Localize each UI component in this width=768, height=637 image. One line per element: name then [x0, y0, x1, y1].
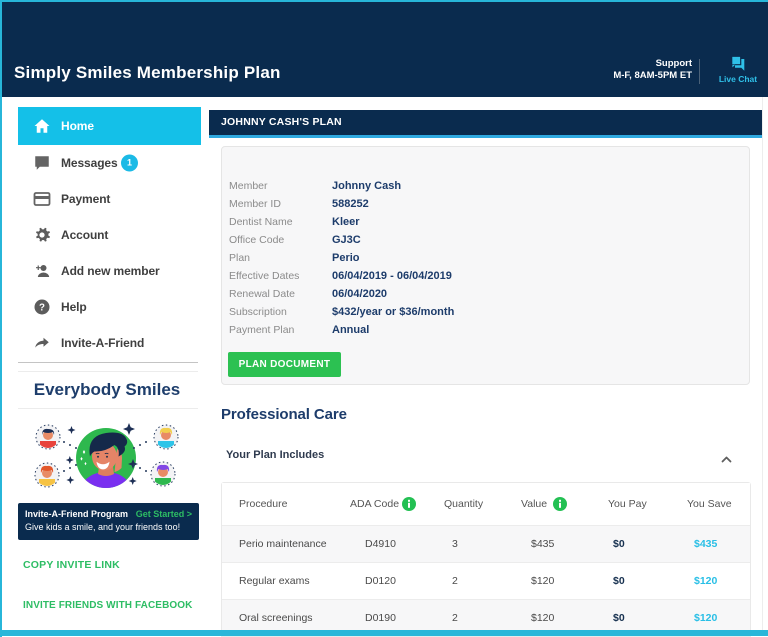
- svg-text:?: ?: [39, 302, 45, 313]
